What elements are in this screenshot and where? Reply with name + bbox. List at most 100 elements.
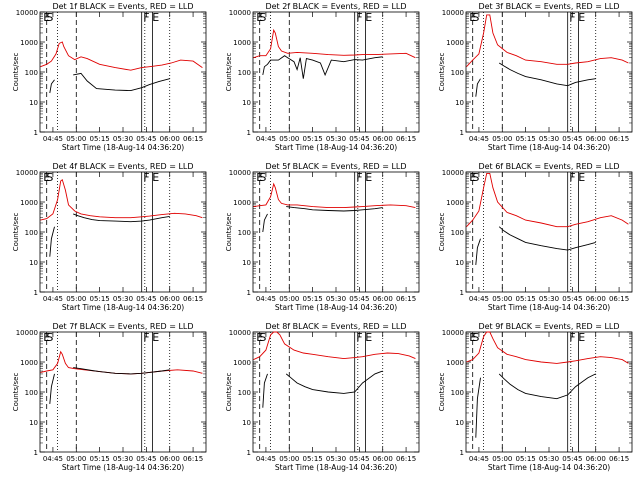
event-marker-label: E — [256, 11, 263, 24]
event-marker-label: E — [256, 331, 263, 344]
y-tick-label: 10000 — [442, 329, 464, 337]
event-marker-label: S — [259, 171, 266, 184]
event-marker-label: E — [152, 331, 159, 344]
lld-series-line — [40, 179, 203, 221]
y-tick-label: 10 — [242, 99, 251, 107]
x-tick-label: 05:30 — [113, 135, 133, 143]
events-series-line — [262, 206, 383, 233]
x-tick-label: 04:45 — [469, 295, 489, 303]
y-tick-label: 10000 — [442, 169, 464, 177]
x-tick-label: 04:45 — [256, 135, 276, 143]
x-tick-label: 05:30 — [113, 295, 133, 303]
event-marker-label: E — [152, 171, 159, 184]
chart-title: Det 8f BLACK = Events, RED = LLD — [265, 322, 406, 331]
x-tick-label: 05:15 — [90, 455, 110, 463]
x-tick-label: 05:00 — [492, 455, 512, 463]
event-marker-label: E — [469, 171, 476, 184]
y-tick-label: 1000 — [446, 39, 464, 47]
y-tick-label: 1 — [34, 289, 38, 297]
event-marker-label: E — [365, 11, 372, 24]
event-marker-label: S — [46, 11, 53, 24]
lld-series-line — [466, 14, 629, 68]
x-tick-label: 05:00 — [66, 455, 86, 463]
y-axis-label: Counts/sec — [225, 213, 233, 252]
x-tick-label: 06:15 — [183, 455, 203, 463]
x-tick-label: 05:00 — [492, 135, 512, 143]
plot-frame — [252, 171, 420, 293]
x-tick-label: 06:00 — [586, 295, 606, 303]
x-tick-label: 06:15 — [183, 295, 203, 303]
y-tick-label: 10000 — [442, 9, 464, 17]
event-marker-label: E — [152, 11, 159, 24]
x-tick-label: 06:15 — [396, 295, 416, 303]
x-axis-label: Start Time (18-Aug-14 04:36:20) — [275, 143, 397, 152]
plot-frame — [465, 331, 633, 453]
event-marker-label: S — [472, 11, 479, 24]
y-tick-label: 1000 — [20, 359, 38, 367]
x-tick-label: 05:00 — [279, 455, 299, 463]
plot-frame — [252, 331, 420, 453]
x-tick-label: 05:30 — [539, 135, 559, 143]
y-axis-label: Counts/sec — [438, 213, 446, 252]
x-tick-label: 04:45 — [256, 295, 276, 303]
y-tick-label: 1000 — [233, 39, 251, 47]
plot-frame — [39, 11, 207, 133]
y-tick-label: 1000 — [446, 199, 464, 207]
x-tick-label: 05:15 — [90, 135, 110, 143]
y-tick-label: 100 — [238, 389, 251, 397]
chart-panel-6: Det 6f BLACK = Events, RED = LLD 1 10 100 10… — [438, 162, 633, 312]
y-tick-label: 1000 — [20, 199, 38, 207]
chart-title: Det 2f BLACK = Events, RED = LLD — [265, 2, 406, 11]
event-marker-label: E — [365, 331, 372, 344]
x-tick-label: 05:15 — [303, 455, 323, 463]
x-tick-label: 05:45 — [349, 135, 369, 143]
event-marker-label: E — [256, 171, 263, 184]
x-tick-label: 05:15 — [516, 135, 536, 143]
x-tick-label: 05:45 — [136, 455, 156, 463]
x-tick-label: 06:15 — [609, 455, 629, 463]
event-marker-label: E — [469, 11, 476, 24]
y-tick-label: 100 — [25, 69, 38, 77]
chart-title: Det 7f BLACK = Events, RED = LLD — [52, 322, 193, 331]
x-tick-label: 05:45 — [562, 455, 582, 463]
x-tick-label: 05:45 — [349, 455, 369, 463]
x-tick-label: 06:00 — [160, 455, 180, 463]
x-tick-label: 05:30 — [539, 455, 559, 463]
y-axis-label: Counts/sec — [225, 373, 233, 412]
events-series-line — [475, 226, 596, 265]
chart-panel-3: Det 3f BLACK = Events, RED = LLD 1 10 100 10… — [438, 2, 633, 152]
event-marker-label: E — [365, 171, 372, 184]
y-tick-label: 1000 — [233, 359, 251, 367]
x-tick-label: 04:45 — [256, 455, 276, 463]
x-tick-label: 05:00 — [66, 135, 86, 143]
event-marker-label: E — [578, 171, 585, 184]
y-tick-label: 1 — [34, 129, 38, 137]
y-tick-label: 1000 — [233, 199, 251, 207]
x-axis-label: Start Time (18-Aug-14 04:36:20) — [488, 143, 610, 152]
x-tick-label: 06:15 — [396, 135, 416, 143]
event-marker-label: F — [356, 171, 362, 184]
x-tick-label: 05:30 — [539, 295, 559, 303]
x-tick-label: 05:00 — [492, 295, 512, 303]
event-marker-label: E — [469, 331, 476, 344]
x-axis-label: Start Time (18-Aug-14 04:36:20) — [275, 463, 397, 472]
x-tick-label: 06:00 — [373, 455, 393, 463]
events-series-line — [475, 373, 596, 438]
plot-frame — [465, 11, 633, 133]
y-tick-label: 1 — [34, 449, 38, 457]
y-tick-label: 100 — [25, 229, 38, 237]
x-tick-label: 06:15 — [183, 135, 203, 143]
y-axis-label: Counts/sec — [12, 373, 20, 412]
chart-panel-4: Det 4f BLACK = Events, RED = LLD 1 10 100 10… — [12, 162, 207, 312]
event-marker-label: S — [259, 11, 266, 24]
y-tick-label: 10 — [455, 419, 464, 427]
plot-frame — [39, 331, 207, 453]
x-axis-label: Start Time (18-Aug-14 04:36:20) — [275, 303, 397, 312]
chart-title: Det 4f BLACK = Events, RED = LLD — [52, 162, 193, 171]
y-tick-label: 1 — [460, 449, 464, 457]
event-marker-label: S — [46, 331, 53, 344]
y-tick-label: 10000 — [229, 329, 251, 337]
x-tick-label: 05:00 — [279, 135, 299, 143]
y-tick-label: 10000 — [229, 169, 251, 177]
y-tick-label: 1 — [460, 289, 464, 297]
